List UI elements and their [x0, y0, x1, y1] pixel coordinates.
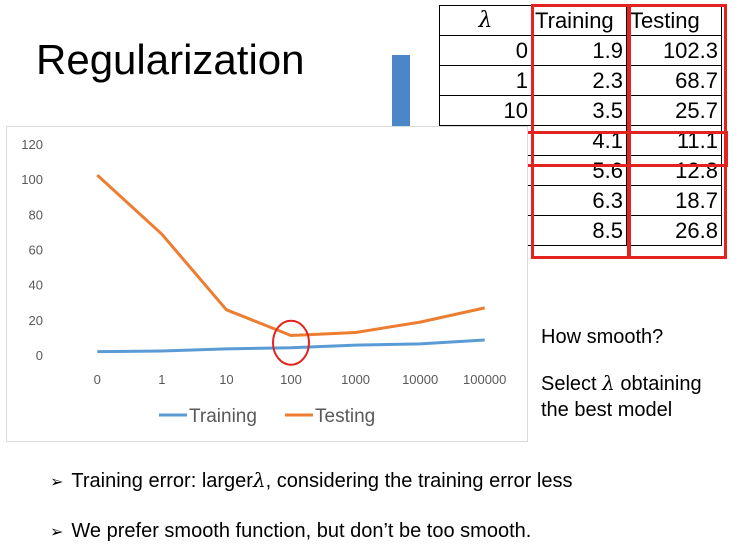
header-testing: Testing: [626, 5, 722, 36]
select-lambda-line1: Select λ obtaining: [541, 371, 702, 396]
legend-label-testing: Testing: [315, 406, 375, 427]
cell-testing: 26.8: [626, 215, 722, 246]
y-tick-label: 20: [29, 313, 43, 328]
cell-training: 2.3: [531, 65, 627, 96]
bullet-arrow-icon: ➢: [50, 474, 64, 491]
cell-testing: 68.7: [626, 65, 722, 96]
lambda-symbol: λ: [252, 468, 266, 492]
x-tick-label: 100000: [463, 372, 506, 387]
chart-svg: 0 20 40 60 80 100 120 0 1 10 100 1000 10000 100000 Tra…: [21, 137, 506, 427]
x-tick-label: 1000: [341, 372, 370, 387]
series-line-testing: [96, 174, 486, 337]
select-lambda-line2: the best model: [541, 399, 673, 421]
x-tick-label: 10: [219, 372, 233, 387]
obtaining-text: obtaining: [614, 373, 702, 395]
table-row: 10 3.5 25.7: [439, 95, 722, 126]
bullet-arrow-icon: ➢: [50, 524, 64, 541]
cell-training: 5.6: [531, 155, 627, 186]
x-tick-label: 0: [94, 372, 101, 387]
header-training: Training: [531, 5, 627, 36]
cell-lambda: 10: [439, 95, 532, 126]
how-smooth-question: How smooth?: [541, 326, 664, 348]
y-tick-label: 100: [21, 172, 43, 187]
x-tick-label: 100: [280, 372, 302, 387]
cell-training: 4.1: [531, 125, 627, 156]
cell-testing: 102.3: [626, 35, 722, 66]
bullet-text: Training error: larger: [71, 470, 253, 492]
table-row: 1 2.3 68.7: [439, 65, 722, 96]
cell-lambda: 1: [439, 65, 532, 96]
y-tick-label: 120: [21, 137, 43, 152]
legend-label-training: Training: [189, 406, 257, 427]
cell-training: 3.5: [531, 95, 627, 126]
y-tick-label: 80: [29, 207, 43, 222]
table-row: 0 1.9 102.3: [439, 35, 722, 66]
y-tick-label: 60: [29, 243, 43, 258]
cell-testing: 12.8: [626, 155, 722, 186]
cell-training: 8.5: [531, 215, 627, 246]
cell-lambda: 0: [439, 35, 532, 66]
cell-training: 6.3: [531, 185, 627, 216]
cell-testing: 11.1: [626, 125, 722, 156]
x-tick-label: 10000: [402, 372, 438, 387]
slide-title: Regularization: [36, 36, 305, 83]
bullet-smooth-function: ➢ We prefer smooth function, but don’t be…: [50, 520, 531, 543]
cell-training: 1.9: [531, 35, 627, 66]
cell-testing: 25.7: [626, 95, 722, 126]
y-tick-label: 40: [29, 278, 43, 293]
select-text: Select: [541, 373, 603, 395]
line-chart: 0 20 40 60 80 100 120 0 1 10 100 1000 10000 100000 Tra…: [6, 126, 528, 442]
series-line-training: [97, 338, 485, 354]
highlight-circle: [272, 319, 310, 366]
x-tick-label: 1: [158, 372, 165, 387]
y-tick-label: 0: [36, 348, 43, 363]
header-lambda: λ: [439, 5, 532, 36]
lambda-symbol: λ: [602, 371, 615, 395]
bullet-text: We prefer smooth function, but don’t be …: [71, 520, 532, 542]
bullet-training-error: ➢ Training error: largerλ, considering th…: [50, 468, 572, 493]
cell-testing: 18.7: [626, 185, 722, 216]
table-header-row: λ Training Testing: [439, 5, 722, 36]
bullet-text-suffix: , considering the training error less: [265, 470, 573, 492]
